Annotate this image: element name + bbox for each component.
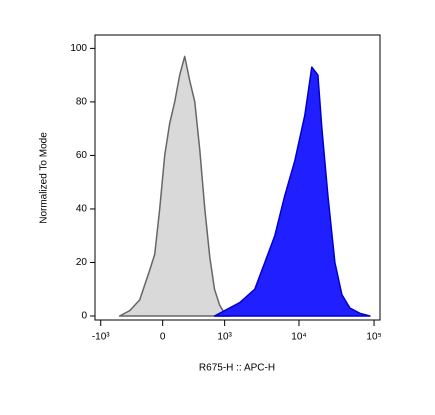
x-axis-label: R675-H :: APC-H — [199, 363, 275, 374]
plot-area — [118, 55, 371, 317]
y-tick-label: 80 — [76, 97, 88, 108]
y-tick-label: 40 — [76, 204, 88, 215]
histogram-area — [118, 55, 231, 317]
x-tick-label: -10³ — [92, 332, 110, 343]
y-tick-label: 60 — [76, 150, 88, 161]
plot-frame — [94, 34, 381, 321]
x-tick-label: 10⁵ — [366, 332, 381, 343]
y-tick-label: 100 — [70, 43, 87, 54]
x-tick-label: 0 — [160, 332, 166, 343]
x-tick-label: 10³ — [217, 332, 232, 343]
y-axis-label: Normalized To Mode — [39, 132, 50, 224]
x-tick-label: 10⁴ — [291, 332, 306, 343]
y-tick-label: 0 — [81, 311, 87, 322]
histogram-area — [213, 66, 371, 317]
y-tick-label: 20 — [76, 257, 88, 268]
